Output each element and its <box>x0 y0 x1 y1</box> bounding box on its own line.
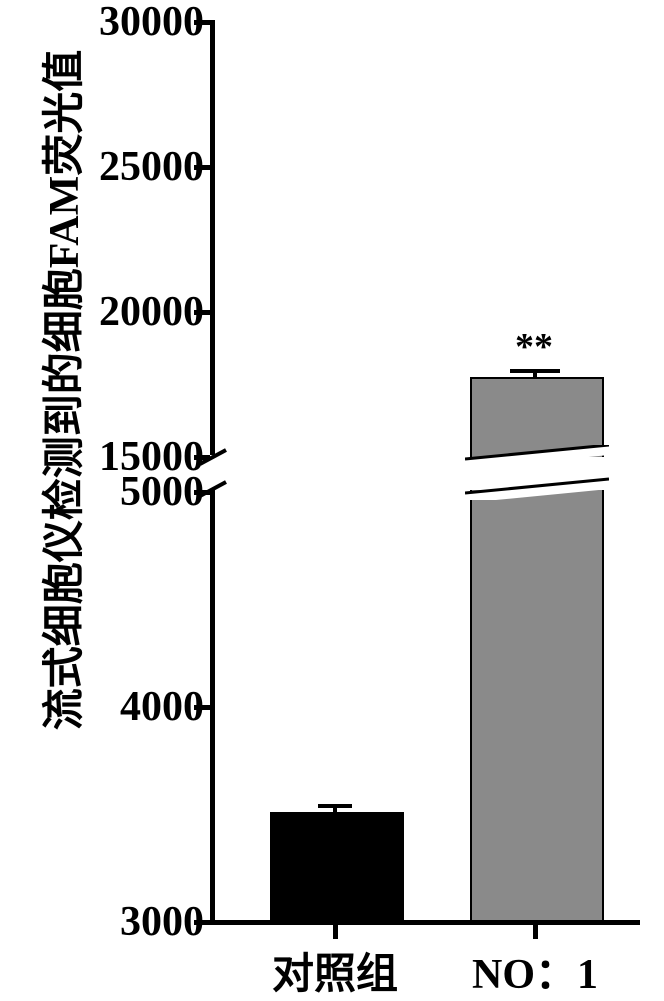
x-label-no1: NO：1 <box>450 940 620 1001</box>
x-tick-2 <box>533 925 538 939</box>
axis-break-icon <box>196 448 230 498</box>
tick-label-4000: 4000 <box>74 683 204 731</box>
bar-break-icon <box>465 445 609 500</box>
tick-label-3000: 3000 <box>74 898 204 946</box>
bar-no1-lower <box>470 490 604 922</box>
tick-label-30000: 30000 <box>74 0 204 46</box>
bar-control <box>270 812 404 924</box>
chart-container: 流式细胞仪检测到的细胞FAM荧光值 30000 25000 20000 1500… <box>0 0 664 1000</box>
significance-marker: ** <box>515 325 553 369</box>
error-cap-no1 <box>510 369 560 373</box>
tick-label-20000: 20000 <box>74 288 204 336</box>
y-axis-lower-fill <box>210 490 215 920</box>
tick-label-25000: 25000 <box>74 143 204 191</box>
x-label-control: 对照组 <box>250 940 420 1001</box>
y-axis-lower <box>210 20 215 450</box>
plot-area: 30000 25000 20000 15000 5000 4000 3000 <box>210 20 650 940</box>
error-cap-control <box>318 804 352 808</box>
x-tick-1 <box>333 925 338 939</box>
tick-label-5000: 5000 <box>74 468 204 516</box>
